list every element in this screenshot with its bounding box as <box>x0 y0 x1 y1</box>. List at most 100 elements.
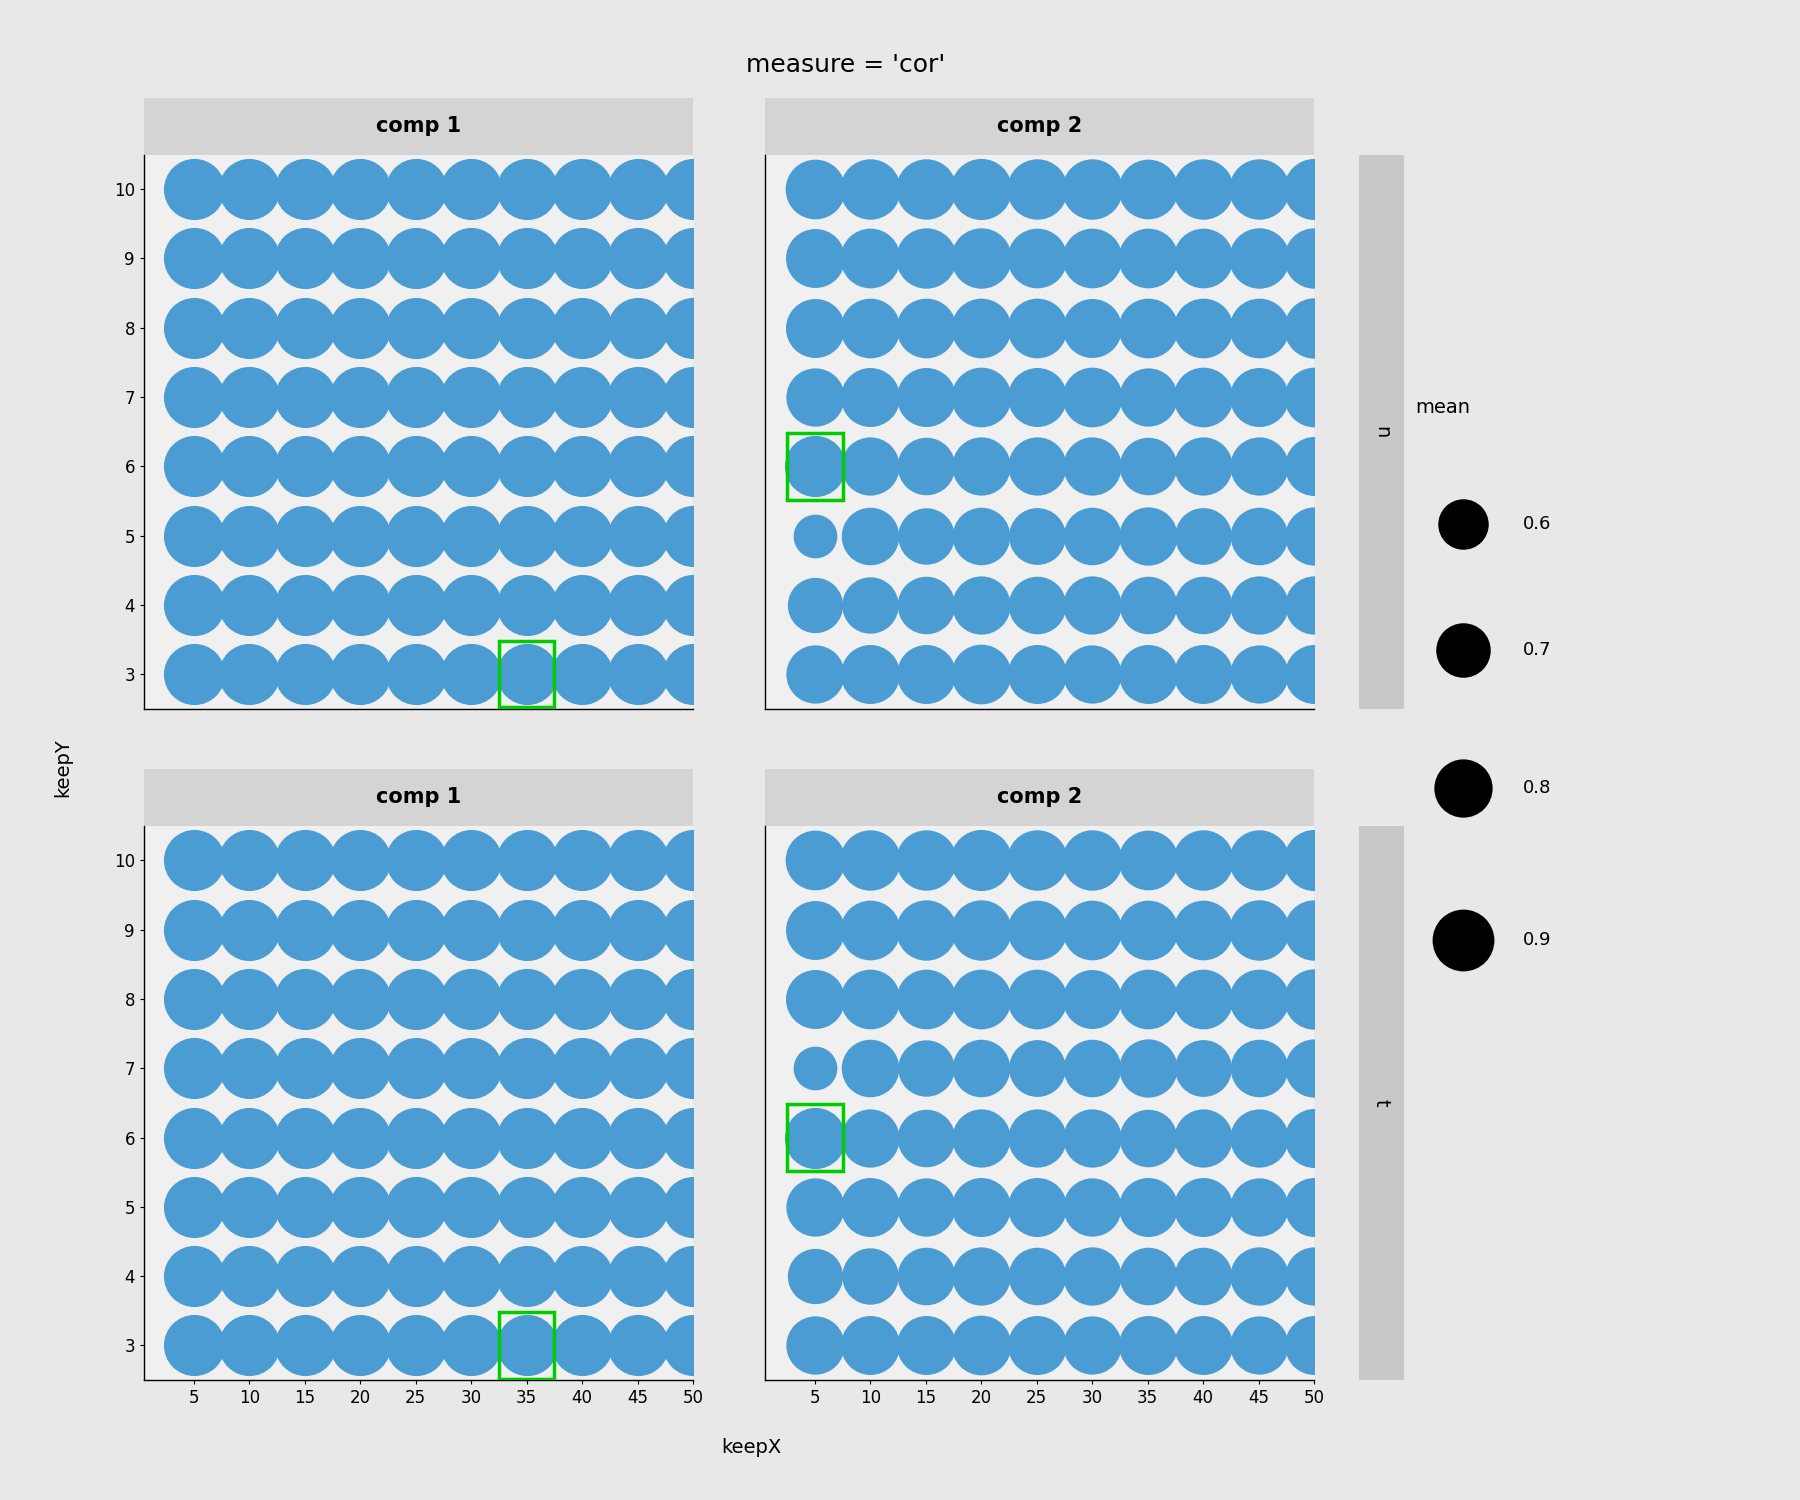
Point <box>567 454 596 478</box>
Point <box>1134 1125 1163 1149</box>
Point <box>967 386 995 410</box>
Point <box>679 177 707 201</box>
Point <box>1134 849 1163 873</box>
Point <box>679 315 707 339</box>
Point <box>290 177 319 201</box>
Point <box>1134 592 1163 616</box>
Point <box>857 987 886 1011</box>
Point <box>513 315 542 339</box>
Text: 0.8: 0.8 <box>1523 780 1552 798</box>
Point <box>346 662 374 686</box>
Point <box>1134 1196 1163 1219</box>
Point <box>236 662 265 686</box>
Point <box>1022 1334 1051 1358</box>
Point <box>457 918 486 942</box>
Point <box>346 592 374 616</box>
Point <box>911 1125 940 1149</box>
Text: 0.6: 0.6 <box>1523 514 1552 532</box>
Point <box>1188 524 1217 548</box>
Point <box>1244 524 1273 548</box>
Point <box>1134 918 1163 942</box>
Point <box>1244 454 1273 478</box>
Text: keepX: keepX <box>722 1438 781 1456</box>
Point <box>801 918 830 942</box>
Point <box>911 1264 940 1288</box>
Text: 0.7: 0.7 <box>1523 640 1552 658</box>
Point <box>290 454 319 478</box>
Point <box>1022 1264 1051 1288</box>
Point <box>679 1125 707 1149</box>
Point <box>857 386 886 410</box>
Point <box>1244 1334 1273 1358</box>
Point <box>1078 1196 1107 1219</box>
Point <box>236 918 265 942</box>
Point <box>911 1334 940 1358</box>
Point <box>180 524 209 548</box>
Point <box>180 1125 209 1149</box>
Point <box>401 454 430 478</box>
Point <box>236 1264 265 1288</box>
Point <box>679 1334 707 1358</box>
Point <box>1188 849 1217 873</box>
Point <box>857 454 886 478</box>
Point <box>1022 1056 1051 1080</box>
Point <box>857 1334 886 1358</box>
Point <box>1134 1334 1163 1358</box>
Point <box>967 454 995 478</box>
Point <box>1244 315 1273 339</box>
Point <box>1188 386 1217 410</box>
Point <box>236 849 265 873</box>
Point <box>1300 1196 1328 1219</box>
Point <box>1078 987 1107 1011</box>
Point <box>513 454 542 478</box>
Point <box>567 592 596 616</box>
Point <box>346 177 374 201</box>
Point <box>911 849 940 873</box>
Point <box>1022 662 1051 686</box>
Point <box>911 315 940 339</box>
Point <box>1078 177 1107 201</box>
Point <box>346 454 374 478</box>
Point <box>801 849 830 873</box>
Point <box>857 315 886 339</box>
Point <box>623 1196 652 1219</box>
Point <box>1134 662 1163 686</box>
Point <box>911 662 940 686</box>
Point <box>180 592 209 616</box>
Point <box>513 1264 542 1288</box>
Point <box>1300 987 1328 1011</box>
Point <box>401 1264 430 1288</box>
Point <box>679 849 707 873</box>
Point <box>623 592 652 616</box>
Point <box>567 524 596 548</box>
Point <box>457 849 486 873</box>
Point <box>967 315 995 339</box>
Bar <box>787 433 842 500</box>
Text: comp 2: comp 2 <box>997 116 1082 136</box>
Point <box>457 1196 486 1219</box>
Point <box>1022 177 1051 201</box>
Point <box>1078 1264 1107 1288</box>
Point <box>623 315 652 339</box>
Point <box>1244 246 1273 270</box>
Point <box>1300 386 1328 410</box>
Point <box>346 524 374 548</box>
Point <box>801 987 830 1011</box>
Point <box>801 662 830 686</box>
Point <box>290 1125 319 1149</box>
Point <box>346 987 374 1011</box>
Point <box>513 1196 542 1219</box>
Point <box>180 246 209 270</box>
Point <box>346 1125 374 1149</box>
Point <box>1244 592 1273 616</box>
Point <box>1244 849 1273 873</box>
Point <box>857 246 886 270</box>
Point <box>236 246 265 270</box>
Point <box>1022 1125 1051 1149</box>
Point <box>457 592 486 616</box>
Point <box>1134 454 1163 478</box>
Point <box>290 849 319 873</box>
Point <box>513 246 542 270</box>
Point <box>513 177 542 201</box>
Point <box>801 1125 830 1149</box>
